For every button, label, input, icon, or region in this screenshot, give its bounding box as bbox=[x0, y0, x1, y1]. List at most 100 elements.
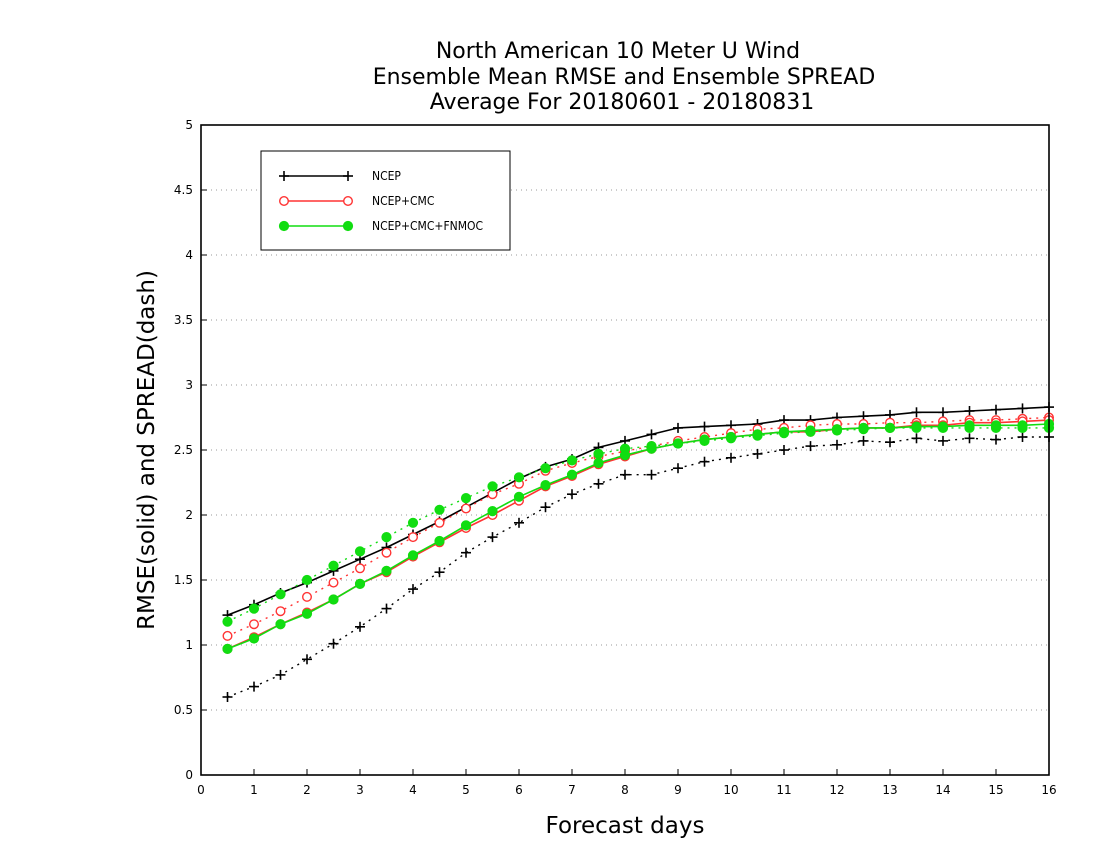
legend-marker-left-ncep-cmc bbox=[279, 195, 290, 206]
y-tick-label: 1 bbox=[185, 638, 193, 652]
ncep-cmc-rmse-line bbox=[227, 419, 1050, 650]
ncep-spread-point bbox=[911, 433, 922, 444]
ncep-cmc-fnmoc-rmse-point bbox=[248, 633, 260, 644]
ncep-cmc-fnmoc-rmse-point bbox=[858, 422, 869, 433]
ncep-cmc-fnmoc-rmse-point bbox=[964, 420, 975, 431]
ncep-cmc-spread-point bbox=[381, 547, 392, 558]
ncep-cmc-fnmoc-spread-point bbox=[328, 560, 339, 571]
ncep-cmc-spread-point bbox=[302, 591, 313, 602]
series-group bbox=[222, 402, 1055, 702]
x-tick-label: 5 bbox=[462, 783, 470, 797]
ncep-cmc-fnmoc-spread-point bbox=[487, 481, 498, 492]
ncep-cmc-fnmoc-spread-point bbox=[275, 589, 286, 600]
ncep-rmse-point bbox=[911, 407, 922, 418]
ncep-spread-point bbox=[249, 681, 259, 692]
ncep-cmc-fnmoc-spread-point bbox=[460, 493, 472, 504]
ncep-cmc-spread-point bbox=[328, 577, 339, 588]
ncep-cmc-fnmoc-spread-point bbox=[593, 448, 604, 459]
ncep-spread-point bbox=[832, 439, 842, 450]
ncep-spread-point bbox=[805, 441, 816, 452]
x-tick-label: 16 bbox=[1041, 783, 1056, 797]
ncep-rmse-point bbox=[964, 406, 975, 416]
ncep-cmc-fnmoc-rmse-point bbox=[911, 421, 922, 432]
ncep-rmse-point bbox=[673, 422, 683, 433]
y-tick-label: 4 bbox=[185, 248, 193, 262]
ncep-cmc-fnmoc-rmse-point bbox=[990, 420, 1002, 431]
ncep-spread-point bbox=[964, 433, 975, 444]
ncep-spread-point bbox=[408, 584, 418, 595]
ncep-cmc-spread-line bbox=[227, 416, 1050, 637]
ncep-cmc-spread-point bbox=[355, 563, 366, 574]
ncep-cmc-fnmoc-spread-point bbox=[354, 546, 366, 557]
y-tick-label: 3 bbox=[185, 378, 193, 392]
legend-label-ncep: NCEP bbox=[372, 169, 401, 183]
ncep-spread-point bbox=[593, 478, 604, 489]
ncep-cmc-fnmoc-rmse-point bbox=[593, 457, 604, 469]
ncep-cmc-fnmoc-rmse-point bbox=[566, 469, 578, 480]
ncep-cmc-spread-point bbox=[222, 630, 233, 641]
x-tick-label: 13 bbox=[882, 783, 897, 797]
y-axis-title: RMSE(solid) and SPREAD(dash) bbox=[134, 270, 160, 630]
ncep-rmse-point bbox=[646, 429, 657, 440]
ncep-spread-point bbox=[355, 621, 365, 632]
ncep-cmc-fnmoc-spread-point bbox=[407, 517, 419, 528]
chart-title-line-3: Average For 20180601 - 20180831 bbox=[430, 90, 815, 115]
x-tick-label: 14 bbox=[935, 783, 950, 797]
x-tick-label: 6 bbox=[515, 783, 523, 797]
ncep-cmc-fnmoc-rmse-point bbox=[937, 421, 949, 432]
ncep-spread-point bbox=[726, 452, 736, 463]
x-tick-label: 3 bbox=[356, 783, 364, 797]
ncep-spread-point bbox=[620, 469, 630, 480]
x-tick-label: 9 bbox=[674, 783, 682, 797]
ncep-cmc-fnmoc-rmse-point bbox=[1017, 420, 1028, 431]
ncep-cmc-fnmoc-spread-line bbox=[227, 427, 1049, 623]
ncep-cmc-fnmoc-rmse-point bbox=[540, 480, 551, 491]
x-tick-label: 7 bbox=[568, 783, 576, 797]
y-tick-label: 0 bbox=[185, 768, 193, 782]
ncep-spread-line bbox=[227, 436, 1049, 698]
ncep-cmc-fnmoc-rmse-point bbox=[407, 550, 419, 561]
ncep-cmc-fnmoc-rmse-point bbox=[672, 438, 684, 449]
ncep-spread-point bbox=[487, 532, 498, 543]
legend: NCEP NCEP+CMC NCEP+CMC+FNMOC bbox=[260, 150, 511, 251]
ncep-rmse-line bbox=[227, 406, 1050, 616]
y-tick-label: 4.5 bbox=[174, 183, 193, 197]
ncep-spread-point bbox=[381, 603, 392, 614]
x-tick-label: 12 bbox=[829, 783, 844, 797]
ncep-spread-point bbox=[1017, 432, 1028, 442]
ncep-cmc-fnmoc-spread-point bbox=[301, 574, 313, 586]
ncep-spread-point bbox=[699, 456, 710, 467]
ncep-cmc-spread-point bbox=[248, 619, 259, 630]
ncep-cmc-fnmoc-spread-point bbox=[513, 472, 525, 483]
ncep-cmc-fnmoc-rmse-point bbox=[831, 424, 843, 435]
ncep-spread-point bbox=[275, 669, 286, 680]
legend-marker-right-ncep-cmc bbox=[343, 195, 354, 206]
ncep-spread-point bbox=[328, 638, 339, 649]
ncep-cmc-fnmoc-rmse-point bbox=[725, 431, 737, 443]
ncep-cmc-fnmoc-rmse-point bbox=[752, 429, 763, 440]
x-tick-label: 11 bbox=[776, 783, 791, 797]
ncep-cmc-fnmoc-spread-point bbox=[434, 504, 445, 515]
y-tick-label: 2 bbox=[185, 508, 193, 522]
ncep-spread-point bbox=[779, 445, 789, 455]
y-tick-label: 2.5 bbox=[174, 443, 193, 457]
ncep-cmc-spread-point bbox=[461, 503, 472, 514]
x-tick-label: 4 bbox=[409, 783, 417, 797]
ncep-cmc-fnmoc-rmse-point bbox=[354, 578, 366, 590]
ncep-spread-point bbox=[540, 502, 551, 513]
ncep-spread-point bbox=[514, 517, 524, 528]
ncep-cmc-fnmoc-rmse-point bbox=[513, 491, 525, 502]
axes: 0 1 2 3 4 5 6 7 8 9 10 11 12 13 14 15 1600.511.522.533.5… bbox=[174, 118, 1057, 797]
y-tick-label: 3.5 bbox=[174, 313, 193, 327]
x-tick-label: 2 bbox=[303, 783, 311, 797]
ncep-spread-point bbox=[434, 567, 445, 578]
ncep-cmc-fnmoc-rmse-point bbox=[619, 450, 631, 461]
chart-title-line-2: Ensemble Mean RMSE and Ensemble SPREAD bbox=[373, 65, 876, 90]
ncep-cmc-fnmoc-rmse-point bbox=[487, 506, 498, 517]
ncep-cmc-fnmoc-rmse-point bbox=[434, 535, 445, 547]
chart-title-line-1: North American 10 Meter U Wind bbox=[436, 39, 800, 64]
ncep-cmc-fnmoc-rmse-point bbox=[381, 565, 392, 577]
ncep-spread-point bbox=[461, 547, 471, 558]
ncep-cmc-fnmoc-rmse-point bbox=[778, 426, 790, 437]
